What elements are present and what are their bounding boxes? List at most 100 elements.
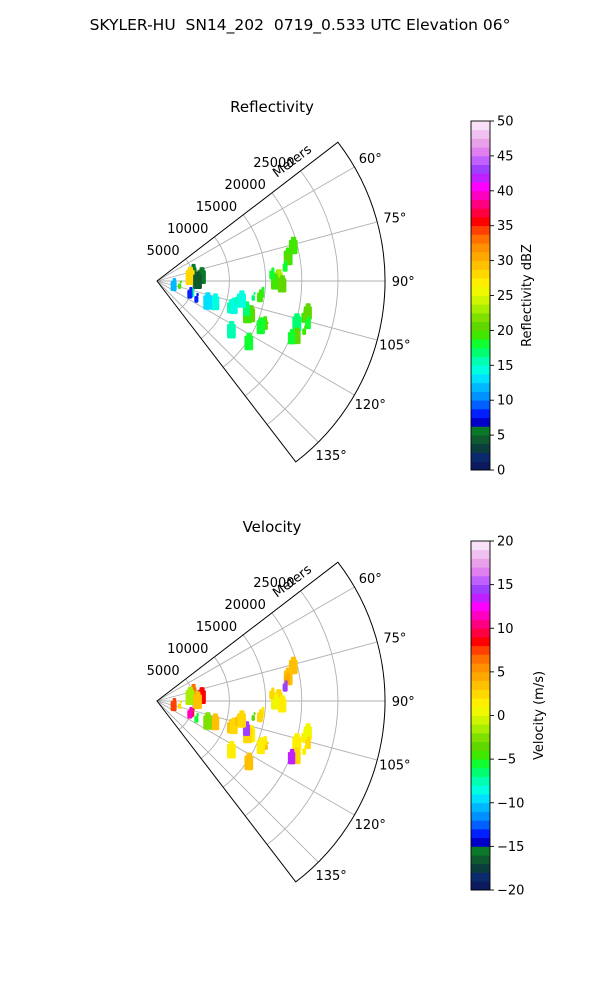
colorbar-tick-label: 30 [497,254,514,269]
colorbar-segment [471,619,490,629]
angle-tick-label: 135° [315,449,346,464]
colorbar-segment [471,820,490,830]
echo-cell [170,701,177,712]
echo-cell [177,283,182,290]
colorbar-segment [471,278,490,288]
echo-cell [199,687,205,695]
colorbar-tick-label: 15 [497,578,514,593]
colorbar-segment [471,400,490,410]
echo-cell [259,709,263,715]
colorbar-tick-label: 0 [497,709,505,724]
echo-cell [304,325,307,329]
colorbar-segment [471,382,490,392]
radial-tick-label: 20000 [224,598,265,613]
radial-gridline [200,656,230,759]
radial-tick-label: 5000 [147,244,180,259]
colorbar-tick-label: 20 [497,535,514,550]
radial-tick-label: 15000 [196,200,237,215]
colorbar-segment [471,663,490,673]
colorbar-segment [471,164,490,174]
colorbar-segment [471,251,490,261]
radial-gridline [178,258,194,311]
echo-cell [205,712,211,720]
colorbar-segment [471,426,490,436]
sector-frame [156,141,386,463]
echo-cell [263,736,268,742]
angle-tick-label: 60° [359,572,382,587]
colorbar-segment [471,802,490,812]
angular-gridline [156,586,355,702]
colorbar-segment [471,295,490,305]
panel-title: Reflectivity [230,98,314,116]
echo-cell [199,267,205,275]
echo-cell [177,703,182,710]
radial-gridline [178,678,194,731]
colorbar-tick-label: 5 [497,429,505,444]
sector-frame [156,561,386,883]
colorbar-segment [471,121,490,131]
radial-gridline [244,192,303,397]
radial-gridline [222,634,266,788]
colorbar-segment [471,243,490,253]
echo-cell [307,316,311,322]
colorbar-segment [471,863,490,873]
radial-tick-label: 10000 [167,642,208,657]
echo-cell [286,672,290,678]
echo-cell [229,320,235,329]
echo-cell [253,292,256,295]
colorbar-tick-label: 10 [497,394,514,409]
echo-cell [195,691,201,699]
echo-cell [179,280,182,284]
echo-cell [263,316,268,322]
colorbar-segment [471,374,490,384]
angular-gridline [156,166,355,282]
angle-tick-label: 135° [315,869,346,884]
colorbar-segment [471,199,490,209]
colorbar-tick-label: 25 [497,289,514,304]
echo-cell [257,292,263,303]
echo-cell [246,332,252,340]
echo-cell [264,324,268,331]
echo-cell [187,709,193,719]
colorbar-segment [471,147,490,157]
colorbar-segment [471,767,490,777]
colorbar-segment [471,408,490,419]
echo-cell [290,236,297,245]
echo-cell [257,712,263,723]
echo-cell [289,748,295,756]
echo-cell [196,712,199,717]
echo-cell [205,292,211,300]
echo-cell [302,748,307,755]
echo-cell [259,289,263,295]
colorbar-segment [471,881,490,891]
angular-gridline [156,280,319,443]
angular-gridline [156,700,355,816]
echo-cell [239,710,245,718]
colorbar-segment [471,365,490,375]
echo-cell [304,745,307,749]
echo-cell [251,295,255,301]
colorbar-segment [471,225,490,235]
angle-tick-label: 75° [383,211,406,226]
colorbar-segment [471,304,490,314]
echo-cell [305,303,311,311]
echo-cell [289,328,295,336]
angle-tick-label: 90° [392,695,415,710]
reflectivity-panel: Reflectivity500010000150002000025000Mete… [147,98,535,479]
echo-cell [294,747,300,755]
angular-gridline [156,280,355,396]
echo-cell [294,313,300,321]
angle-tick-label: 60° [359,152,382,167]
colorbar-tick-label: 5 [497,665,505,680]
colorbar-segment [471,584,490,594]
echo-cell [276,269,282,276]
colorbar-segment [471,846,490,856]
colorbar-segment [471,330,490,340]
colorbar-segment [471,750,490,760]
colorbar-segment [471,732,490,743]
colorbar-tick-label: 0 [497,464,505,479]
echo-cell [189,286,193,292]
colorbar-segment [471,391,490,401]
colorbar-segment [471,347,490,357]
